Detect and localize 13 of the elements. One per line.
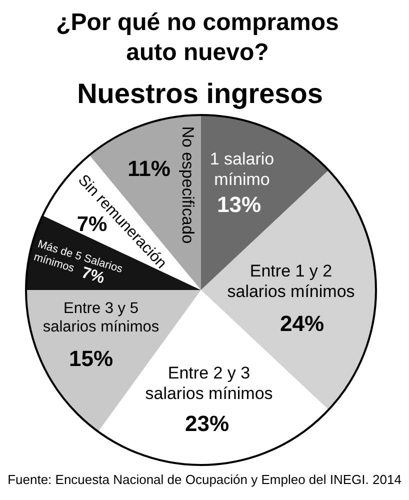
data-label: 13% [216,192,262,218]
slice-label: No especificado [178,126,196,244]
data-label: 11% [128,156,170,182]
chart-title: ¿Por qué no compramos auto nuevo? [55,8,340,68]
source-note: Fuente: Encuesta Nacional de Ocupación y Empleo del INEGI. 2014 [6,472,402,488]
chart-subtitle: Nuestros ingresos [76,78,324,110]
data-label: 23% [184,411,230,436]
slice-label: 1 salario mínimo [210,149,274,190]
data-label: 15% [68,346,114,372]
slice-label: Entre 1 y 2 salarios mínimos [227,261,355,302]
data-label: 24% [280,311,324,336]
slice-label: Entre 3 y 5 salarios mínimos [42,300,160,336]
slice-label: Entre 2 y 3 salarios mínimos [145,363,273,404]
